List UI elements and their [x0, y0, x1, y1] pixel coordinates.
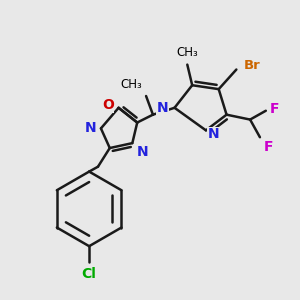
Text: O: O [102, 98, 114, 112]
Text: N: N [157, 101, 169, 115]
Text: N: N [208, 127, 220, 141]
Text: Cl: Cl [82, 267, 97, 281]
Text: N: N [136, 145, 148, 159]
Text: N: N [84, 122, 96, 135]
Text: F: F [270, 102, 279, 116]
Text: Br: Br [244, 59, 261, 72]
Text: CH₃: CH₃ [176, 46, 198, 59]
Text: F: F [264, 140, 273, 154]
Text: CH₃: CH₃ [120, 78, 142, 91]
